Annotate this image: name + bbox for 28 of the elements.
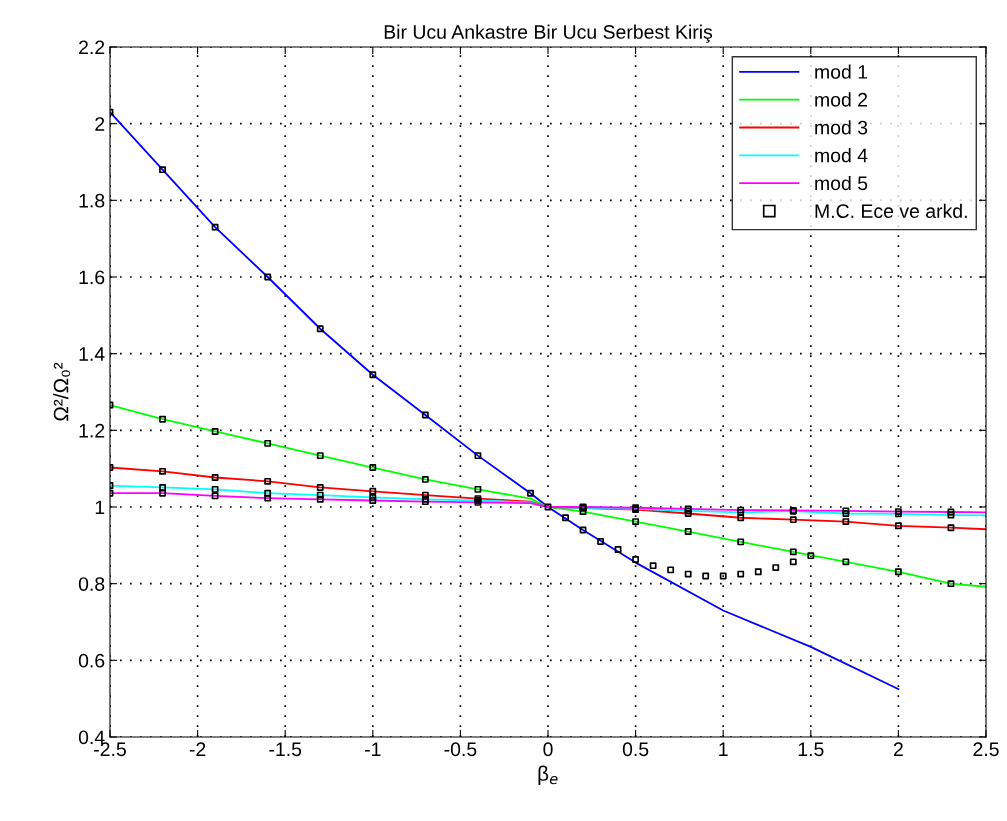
y-tick-label: 1.6 [79,270,105,285]
x-tick-label: 1 [719,742,728,756]
x-tick-label: -0.5 [444,742,477,757]
y-tick-label: 1 [95,500,105,515]
x-tick-label: 2 [893,742,903,756]
y-tick-label: 1.2 [79,423,105,438]
x-tick-label: -1.5 [269,742,302,757]
y-tick-label: 2 [95,117,105,131]
legend-label: mod 2 [815,92,868,107]
x-axis-title: β$_{e}$ [538,765,558,785]
x-tick-label: 2.5 [973,742,999,757]
legend-label: mod 1 [815,64,868,79]
legend-label: M.C. Ece ve arkd. [815,203,967,219]
legend-label: mod 3 [815,120,868,135]
y-tick-label: 0.6 [78,653,105,668]
x-tick-label: -2 [189,742,206,756]
y-tick-label: 0.8 [78,577,105,591]
x-tick-label: 0.5 [622,742,649,757]
x-tick-label: 0 [543,742,553,757]
y-axis-title: Ω²/Ω₀² [53,362,71,421]
legend-label: mod 5 [815,175,868,191]
legend-label: mod 4 [815,148,868,163]
x-tick-label: 1.5 [798,742,824,757]
y-tick-label: 1.8 [79,193,105,208]
x-tick-label: -1 [365,742,381,756]
y-tick-label: 2.2 [79,40,105,55]
chart-title: Bir Ucu Ankastre Bir Ucu Serbest Kiriş [384,24,713,43]
y-tick-label: 1.4 [79,347,105,361]
